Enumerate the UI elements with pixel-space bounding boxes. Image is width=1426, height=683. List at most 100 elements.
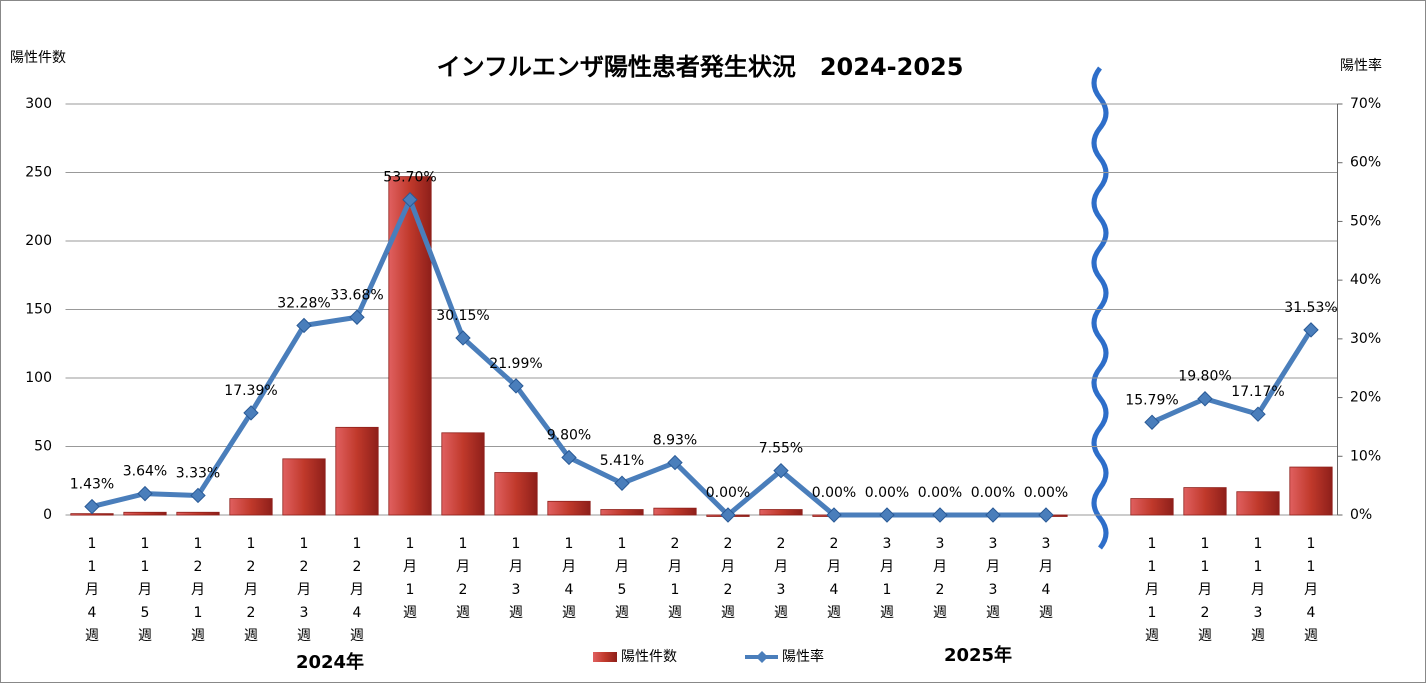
y-tick-label: 250 (25, 165, 52, 181)
bar (494, 472, 538, 516)
data-label: 0.00% (812, 485, 856, 501)
marker (1197, 391, 1213, 407)
y2-tick-label: 10% (1350, 448, 1381, 464)
legend-label: 陽性率 (782, 648, 824, 665)
y-axis-label: 陽性件数 (10, 50, 66, 66)
axis-break (1091, 66, 1109, 550)
data-label: 0.00% (865, 485, 909, 501)
marker (1250, 406, 1266, 422)
marker (508, 378, 524, 394)
data-label: 1.43% (70, 477, 114, 493)
data-label: 0.00% (971, 485, 1015, 501)
y-tick-label: 200 (25, 233, 52, 249)
marker (349, 309, 365, 325)
marker (190, 487, 206, 504)
y2-tick-label: 50% (1350, 213, 1381, 229)
marker (667, 454, 683, 471)
data-label: 0.00% (918, 485, 962, 501)
data-label: 30.15% (436, 308, 489, 324)
bar (123, 511, 167, 516)
bar (547, 500, 591, 516)
data-label: 32.28% (277, 295, 330, 311)
y-tick-label: 50 (34, 439, 52, 455)
legend-swatch (593, 652, 617, 662)
marker (720, 507, 736, 523)
marker (1038, 507, 1054, 523)
marker (826, 507, 842, 523)
y2-tick-label: 0% (1350, 507, 1372, 523)
data-label: 17.17% (1231, 384, 1284, 400)
marker (773, 462, 789, 479)
bar (1130, 498, 1174, 516)
marker (402, 191, 418, 208)
legend-swatch (756, 651, 768, 663)
data-label: 53.70% (383, 170, 436, 186)
data-label: 19.80% (1178, 369, 1231, 385)
marker (84, 498, 100, 515)
marker (455, 330, 471, 346)
annotation: 2024年 (296, 651, 364, 673)
bar (1289, 466, 1333, 516)
bar (176, 511, 220, 516)
bar (441, 432, 485, 516)
annotation: 2025年 (944, 644, 1012, 666)
bar (1236, 491, 1280, 516)
marker (1303, 322, 1319, 338)
bar (229, 498, 273, 516)
data-label: 9.80% (547, 427, 591, 443)
marker (879, 507, 895, 523)
data-label: 5.41% (600, 453, 644, 469)
data-label: 3.33% (176, 465, 220, 481)
y2-tick-label: 60% (1350, 155, 1381, 171)
marker (561, 449, 577, 466)
data-label: 3.64% (123, 464, 167, 480)
y2-tick-label: 30% (1350, 331, 1381, 347)
y-tick-label: 150 (25, 302, 52, 318)
bar (282, 458, 326, 516)
data-label: 21.99% (489, 356, 542, 372)
y-tick-label: 100 (25, 370, 52, 386)
y2-tick-label: 40% (1350, 272, 1381, 288)
bar (653, 507, 697, 516)
data-label: 0.00% (706, 485, 750, 501)
legend-label: 陽性件数 (621, 649, 677, 665)
chart-title: インフルエンザ陽性患者発生状況 2024-2025 (437, 53, 964, 81)
marker (296, 317, 312, 334)
marker (1144, 414, 1160, 430)
marker (932, 507, 948, 523)
bar (335, 426, 379, 516)
bar (1183, 487, 1227, 516)
data-label: 17.39% (224, 383, 277, 399)
marker (985, 507, 1001, 523)
data-label: 31.53% (1284, 300, 1337, 316)
y-tick-label: 0 (43, 507, 52, 523)
data-label: 33.68% (330, 287, 383, 303)
data-label: 8.93% (653, 433, 697, 449)
y2-axis-label: 陽性率 (1340, 57, 1382, 74)
y2-tick-label: 20% (1350, 390, 1381, 406)
